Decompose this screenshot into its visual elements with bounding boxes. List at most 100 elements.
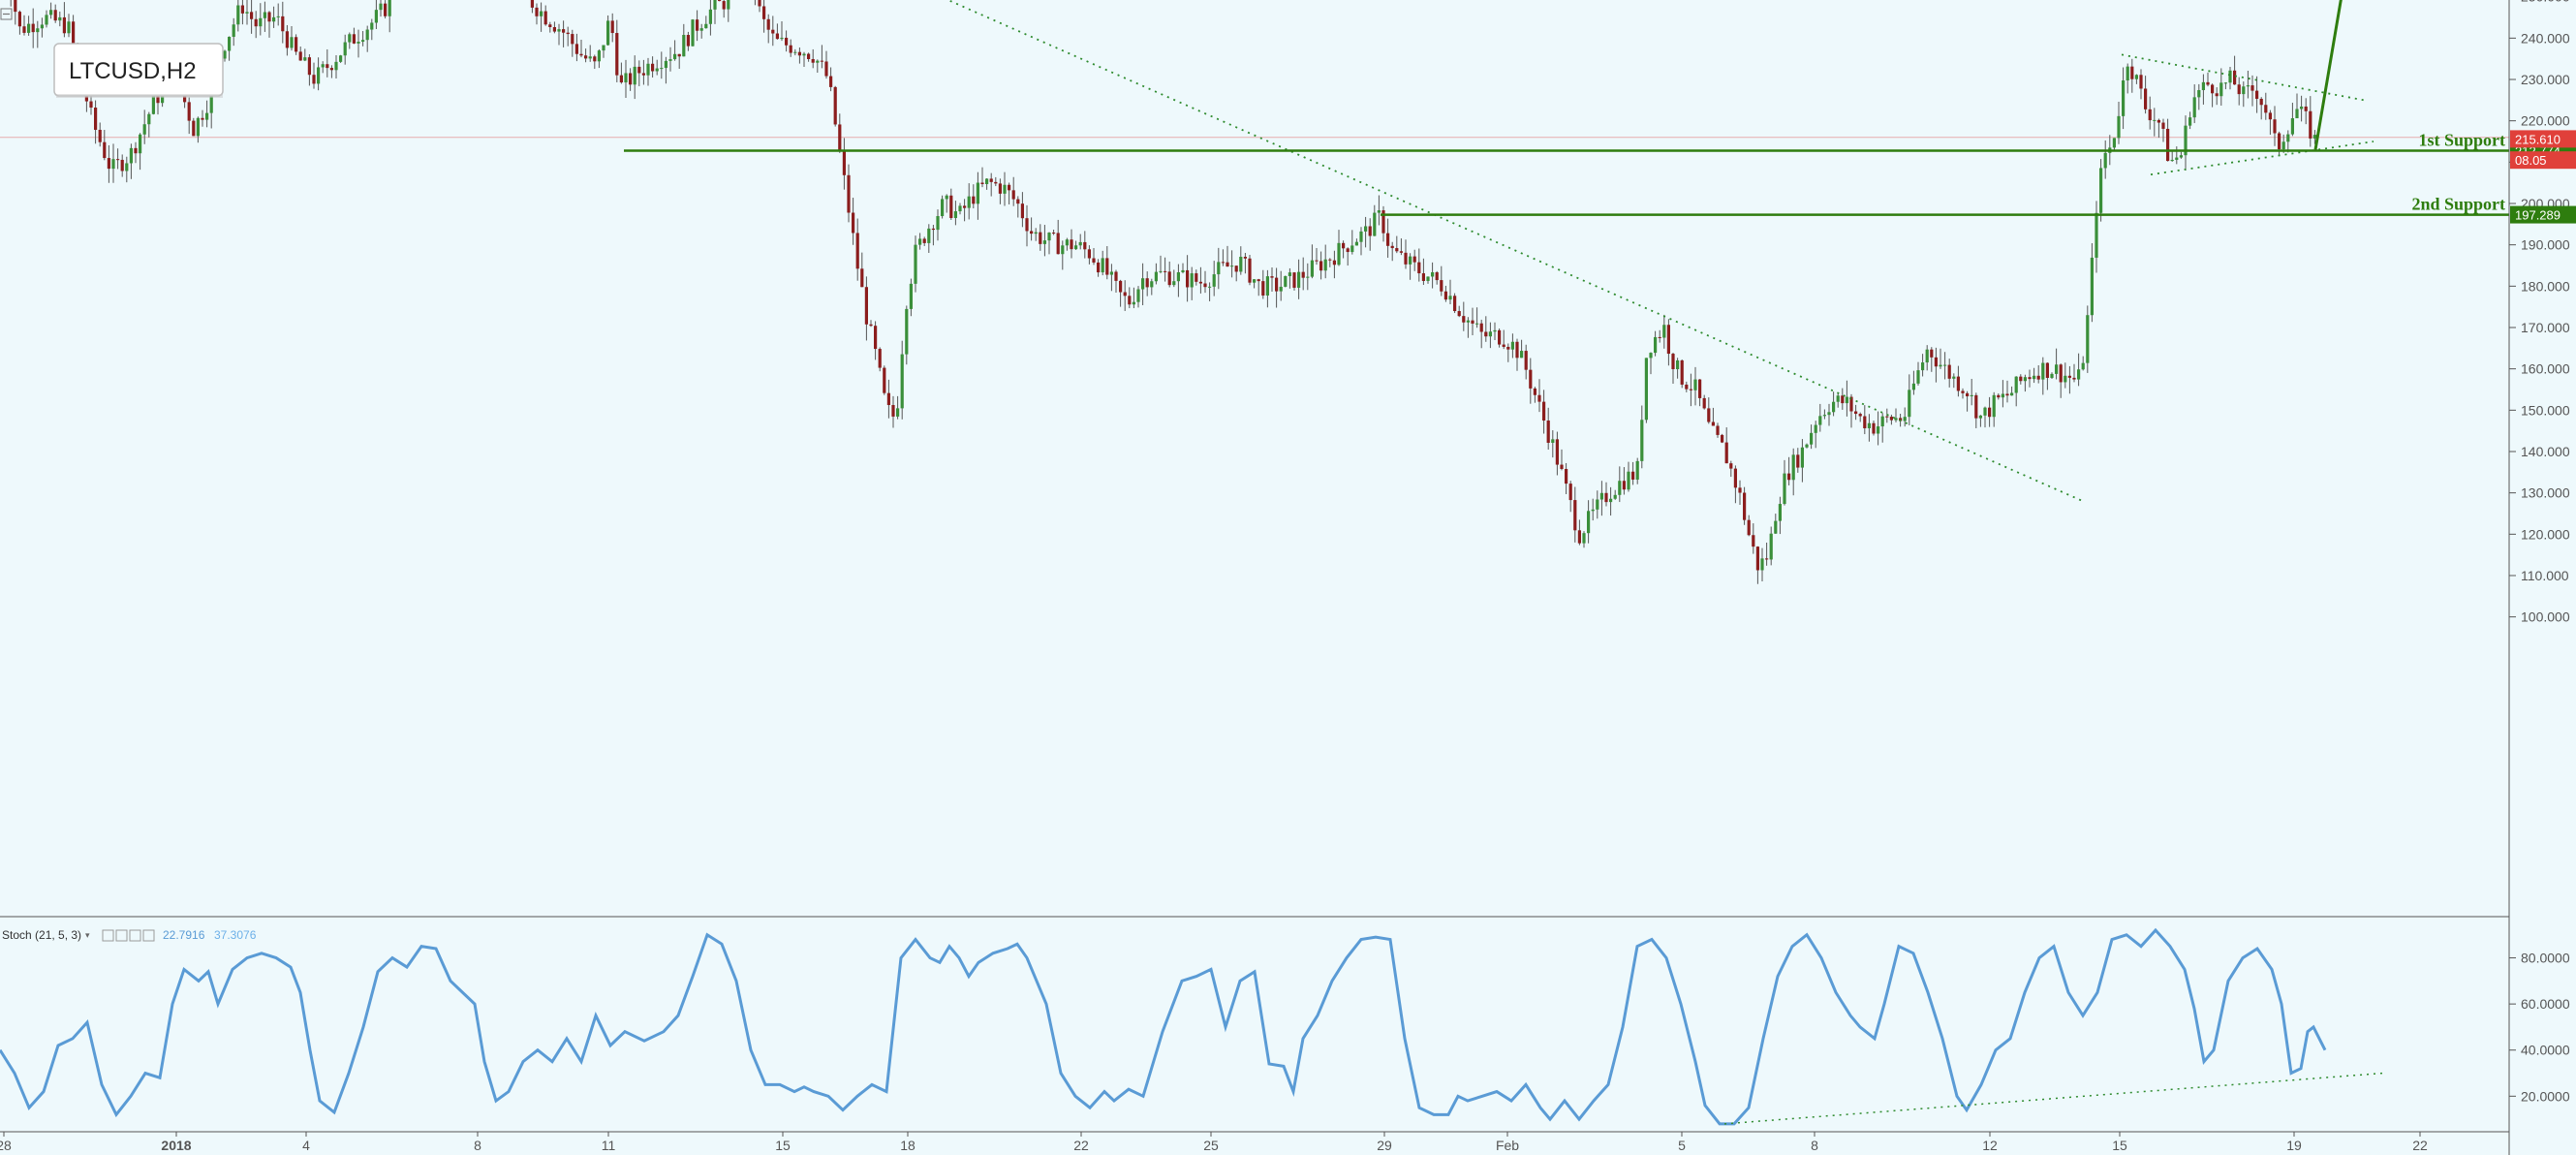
candle-body [205, 112, 209, 120]
stochastic-visibility-icon[interactable] [102, 929, 114, 942]
candle-body [775, 33, 779, 40]
stochastic-legend[interactable]: Stoch (21, 5, 3) ▾ 22.7916 37.3076 [2, 928, 257, 942]
candle-body [1577, 530, 1581, 544]
candle-body [36, 28, 40, 33]
candle-body [1078, 241, 1082, 246]
candle-body [1930, 349, 1934, 358]
candle-body [1034, 232, 1038, 234]
time-axis-tick-label: 25 [1203, 1138, 1219, 1153]
candle-body [303, 57, 307, 61]
symbol-label-box[interactable]: LTCUSD,H2 [53, 43, 224, 98]
candle-body [2153, 119, 2157, 121]
candle-body [272, 16, 276, 22]
candle-body [1052, 233, 1056, 234]
stochastic-dropdown-icon[interactable]: ▾ [85, 930, 90, 940]
candle-body [2300, 106, 2304, 109]
candle-body [1631, 471, 1635, 480]
candle-body [17, 12, 21, 27]
candle-body [1253, 279, 1257, 283]
stochastic-main-line [0, 927, 2327, 1126]
candle-body [201, 117, 204, 120]
candle-body [2117, 115, 2121, 139]
candle-body [343, 42, 347, 56]
candle-body [2067, 375, 2071, 378]
candle-body [1894, 418, 1898, 421]
candle-body [807, 53, 811, 59]
candle-body [1854, 411, 1858, 415]
candle-body [2134, 75, 2138, 79]
price-axis-tick-label: 190.000 [2521, 237, 2570, 253]
candle-body [1662, 325, 1666, 338]
candle-body [686, 35, 690, 47]
candle-body [1011, 190, 1015, 200]
candle-body [1065, 239, 1069, 246]
candle-body [1551, 439, 1555, 443]
stochastic-pane[interactable] [0, 927, 2384, 1126]
candle-body [1698, 379, 1702, 398]
candle-body [1217, 262, 1221, 275]
stochastic-add-icon[interactable] [129, 929, 141, 942]
level-name-label: 2nd Support [2411, 195, 2505, 214]
stochastic-settings-icon[interactable] [115, 929, 128, 942]
symbol-label: LTCUSD,H2 [69, 58, 197, 84]
candle-body [1190, 273, 1194, 288]
candle-body [1934, 357, 1938, 367]
candle-body [2036, 375, 2040, 380]
stochastic-trendline [1723, 1072, 2384, 1125]
candle-body [1159, 270, 1163, 272]
candle-body [2188, 117, 2192, 126]
candle-body [727, 0, 730, 10]
candle-body [1421, 273, 1425, 281]
time-axis-tick-label: 2018 [161, 1138, 191, 1153]
candle-body [1822, 415, 1826, 417]
candle-body [610, 20, 614, 34]
candle-body [1328, 259, 1332, 261]
candle-body [1493, 329, 1497, 332]
stochastic-label: Stoch (21, 5, 3) [2, 928, 81, 942]
candle-body [1970, 394, 1973, 396]
candle-body [2122, 80, 2126, 116]
time-axis[interactable]: 28 2018 4 8 11 15 18 22 25 29 Feb 5 8 12 15 19 22 [0, 1132, 2428, 1153]
candle-body [2081, 362, 2085, 370]
candle-body [192, 120, 196, 137]
candle-body [45, 15, 48, 25]
trendlines [946, 0, 2374, 503]
candle-body [1292, 272, 1296, 288]
candle-body [1208, 286, 1212, 288]
candle-body [1306, 276, 1310, 278]
candle-body [1832, 401, 1836, 413]
candle-body [855, 233, 859, 269]
candle-body [1899, 418, 1903, 421]
candle-body [691, 19, 695, 47]
candle-body [2001, 393, 2004, 398]
candle-body [1457, 311, 1461, 317]
candle-body [972, 196, 976, 204]
candle-body [290, 37, 294, 48]
candle-body [1880, 416, 1884, 427]
candle-body [1136, 289, 1140, 302]
candle-body [1961, 390, 1965, 393]
stochastic-axis-tick-label: 20.0000 [2521, 1088, 2570, 1104]
candle-body [824, 61, 828, 77]
candle-body [1061, 245, 1065, 255]
candle-body [1359, 231, 1363, 242]
candle-body [704, 23, 708, 29]
candle-body [2019, 376, 2023, 382]
price-axis-tick-label: 110.000 [2521, 568, 2569, 583]
candle-body [1128, 296, 1132, 305]
stochastic-close-icon[interactable] [142, 929, 155, 942]
candle-body [606, 20, 610, 46]
candle-body [1613, 494, 1617, 499]
candle-body [1925, 349, 1929, 363]
collapse-icon[interactable] [0, 8, 13, 20]
candle-body [1783, 473, 1786, 505]
candle-body [298, 51, 302, 61]
candle-body [2281, 141, 2285, 150]
candle-body [1743, 492, 1747, 520]
candle-body [285, 31, 289, 48]
candle-body [931, 228, 935, 231]
candle-body [1070, 239, 1073, 250]
